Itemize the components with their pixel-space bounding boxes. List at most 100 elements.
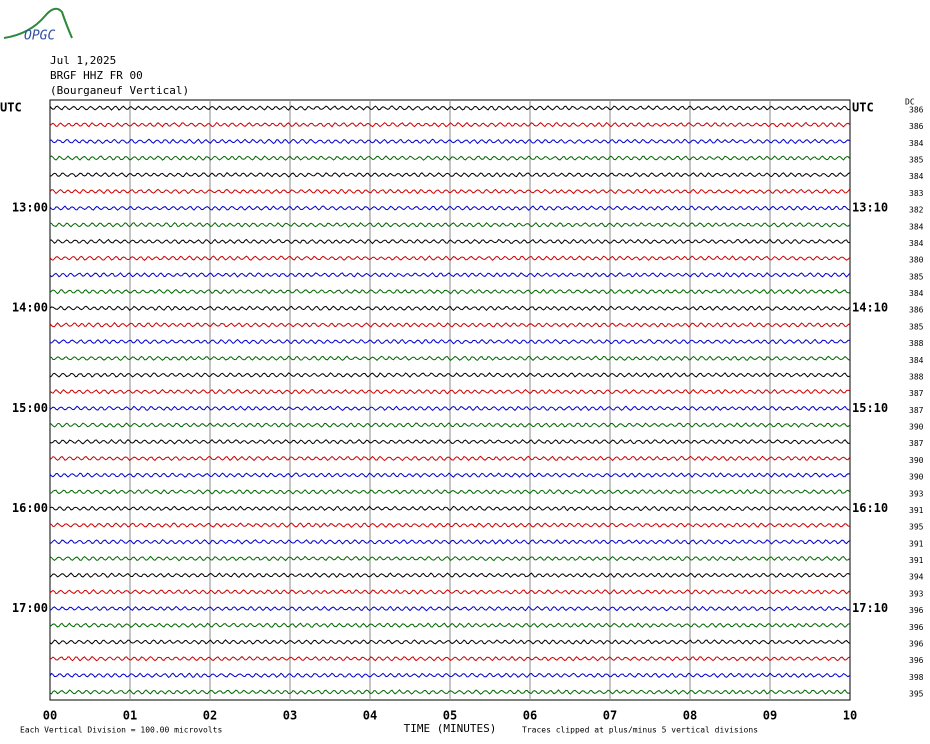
trace	[49, 155, 850, 161]
time-label-right: 14:10	[852, 301, 888, 315]
x-tick-label: 07	[603, 709, 617, 723]
x-tick-label: 03	[283, 709, 297, 723]
dc-value: 384	[909, 139, 924, 148]
dc-value: 380	[909, 256, 924, 265]
time-label-right: 17:10	[852, 601, 888, 615]
trace	[49, 238, 850, 245]
time-label-left: UTC	[0, 101, 22, 115]
dc-value: 386	[909, 122, 924, 131]
dc-value: 385	[909, 272, 924, 281]
dc-value: 384	[909, 239, 924, 248]
footer-left: Each Vertical Division = 100.00 microvol…	[20, 726, 222, 735]
trace	[49, 555, 850, 562]
trace	[49, 188, 850, 195]
dc-value: 394	[909, 573, 924, 582]
trace	[49, 272, 850, 278]
trace	[49, 522, 850, 528]
trace	[49, 505, 850, 512]
dc-value: 398	[909, 673, 924, 682]
dc-value: 390	[909, 423, 924, 432]
trace	[49, 305, 850, 312]
x-axis-title: TIME (MINUTES)	[404, 722, 497, 735]
trace	[49, 455, 850, 462]
x-tick-label: 01	[123, 709, 137, 723]
trace	[49, 672, 850, 679]
trace	[49, 138, 850, 145]
dc-value: 393	[909, 589, 924, 598]
dc-value: 386	[909, 106, 924, 115]
logo: OPGC	[3, 7, 73, 44]
time-label-left: 16:00	[12, 501, 48, 515]
trace	[49, 655, 850, 662]
trace	[49, 171, 850, 178]
trace	[50, 338, 850, 345]
time-label-left: 14:00	[12, 301, 48, 315]
time-label-left: 17:00	[12, 601, 48, 615]
dc-value: 384	[909, 172, 924, 181]
x-tick-label: 02	[203, 709, 217, 723]
dc-value: 396	[909, 606, 924, 615]
trace	[49, 539, 850, 545]
time-label-left: 15:00	[12, 401, 48, 415]
dc-value: 396	[909, 623, 924, 632]
trace	[49, 388, 850, 395]
dc-value: 390	[909, 456, 924, 465]
dc-value: 387	[909, 389, 924, 398]
dc-value: 396	[909, 656, 924, 665]
dc-title: DC	[905, 98, 915, 107]
dc-value: 388	[909, 372, 924, 381]
dc-value: 391	[909, 506, 924, 515]
trace	[49, 589, 850, 595]
logo-curve	[3, 7, 73, 39]
x-tick-label: 09	[763, 709, 777, 723]
dc-value: 390	[909, 473, 924, 482]
dc-value: 387	[909, 406, 924, 415]
trace	[49, 255, 850, 261]
trace	[49, 405, 850, 412]
trace	[49, 438, 850, 445]
trace	[49, 572, 850, 579]
dc-value: 388	[909, 339, 924, 348]
x-tick-label: 06	[523, 709, 537, 723]
dc-value: 384	[909, 289, 924, 298]
trace	[49, 221, 850, 228]
dc-value: 382	[909, 206, 924, 215]
time-label-right: 16:10	[852, 501, 888, 515]
trace	[49, 622, 850, 629]
time-label-left: 13:00	[12, 201, 48, 215]
dc-value: 387	[909, 439, 924, 448]
dc-value: 384	[909, 222, 924, 231]
trace	[49, 488, 850, 495]
x-tick-label: 04	[363, 709, 377, 723]
dc-value: 396	[909, 639, 924, 648]
trace	[49, 205, 850, 211]
dc-value: 385	[909, 322, 924, 331]
trace	[49, 605, 850, 612]
x-tick-label: 10	[843, 709, 857, 723]
time-label-right: 13:10	[852, 201, 888, 215]
trace	[49, 105, 850, 111]
trace	[49, 288, 850, 295]
x-tick-label: 05	[443, 709, 457, 723]
dc-value: 395	[909, 523, 924, 532]
time-label-right: 15:10	[852, 401, 888, 415]
dc-value: 393	[909, 489, 924, 498]
dc-value: 391	[909, 556, 924, 565]
dc-value: 395	[909, 690, 924, 699]
logo-text: OPGC	[24, 29, 55, 44]
dc-value: 384	[909, 356, 924, 365]
trace	[49, 355, 850, 362]
x-tick-label: 00	[43, 709, 57, 723]
trace	[49, 372, 850, 378]
header-location: (Bourganeuf Vertical)	[50, 84, 189, 97]
trace	[49, 121, 850, 128]
trace	[49, 322, 850, 328]
dc-value: 383	[909, 189, 924, 198]
trace	[49, 472, 850, 478]
header-date: Jul 1,2025	[50, 54, 116, 67]
dc-value: 391	[909, 539, 924, 548]
trace	[49, 689, 850, 695]
dc-value: 386	[909, 306, 924, 315]
